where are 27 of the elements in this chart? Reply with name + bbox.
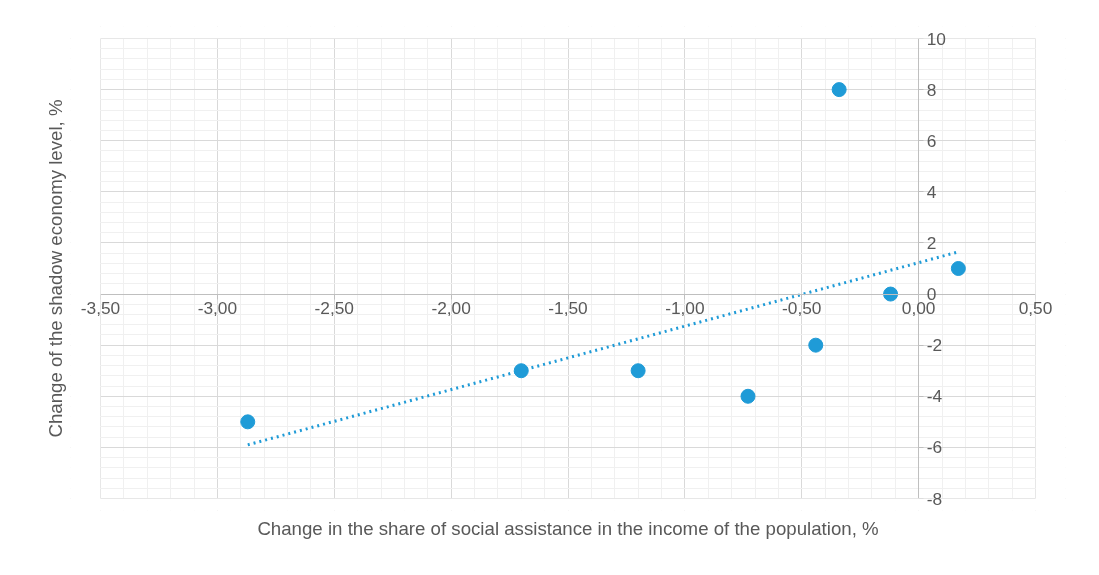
x-tick-label: -3,50: [80, 298, 121, 319]
point: [883, 286, 899, 302]
y-tick-label: 6: [926, 130, 937, 151]
y-tick-label: 4: [926, 181, 937, 202]
y-tick-label: -2: [926, 335, 943, 356]
y-tick-label: 2: [926, 232, 937, 253]
x-tick-label: -1,50: [548, 298, 588, 319]
point: [950, 261, 966, 276]
point: [630, 363, 646, 379]
point: [240, 414, 256, 430]
x-tick-label: -2,00: [431, 298, 471, 319]
point: [740, 388, 756, 404]
y-tick-label: -6: [926, 437, 943, 458]
point: [808, 337, 824, 353]
y-tick-label: -4: [926, 386, 943, 407]
y-tick-label: 10: [926, 28, 946, 49]
point: [513, 363, 529, 379]
x-tick-label: -0,50: [782, 298, 822, 319]
x-tick-label: -1,00: [665, 298, 705, 319]
y-tick-label: -8: [926, 488, 943, 509]
x-tick-label: -2,50: [314, 298, 354, 319]
y-axis-title: Change of the shadow economy level, %: [44, 99, 66, 438]
x-tick-label: -3,00: [197, 298, 238, 319]
y-tick-label: 8: [926, 79, 937, 100]
x-axis-title: Change in the share of social assistance in the income of the population, %: [257, 517, 879, 539]
x-tick-label: 0,50: [1018, 298, 1053, 319]
point: [831, 82, 847, 98]
